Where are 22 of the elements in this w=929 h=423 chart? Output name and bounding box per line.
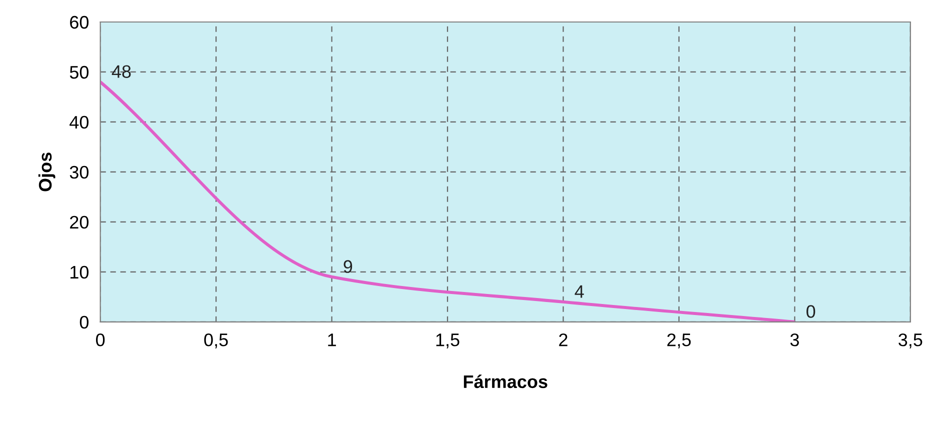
- y-tick-label: 20: [70, 216, 89, 229]
- x-tick-label: 1,5: [436, 334, 460, 348]
- data-label: 48: [112, 65, 131, 78]
- data-label: 9: [344, 260, 352, 273]
- x-tick-label: 2: [559, 333, 568, 346]
- x-tick-label: 3,5: [898, 333, 922, 348]
- y-tick-label: 30: [70, 166, 89, 179]
- line-series: [100, 80, 796, 322]
- x-tick-label: 2,5: [667, 333, 691, 348]
- x-tick-label: 0,5: [204, 333, 228, 348]
- y-tick-label: 10: [70, 266, 89, 279]
- x-axis-title: Fármacos: [464, 374, 548, 388]
- data-label: 4: [574, 285, 584, 298]
- y-tick-label: 60: [70, 16, 89, 29]
- x-tick-label: 1: [328, 334, 336, 346]
- data-label: 0: [806, 305, 816, 318]
- y-tick-label: 50: [70, 66, 89, 79]
- y-axis-title: Ojos: [38, 152, 56, 192]
- x-tick-label: 3: [790, 333, 799, 346]
- y-tick-label: 0: [80, 316, 89, 329]
- x-tick-label: 0: [96, 333, 105, 346]
- y-tick-label: 40: [70, 116, 89, 129]
